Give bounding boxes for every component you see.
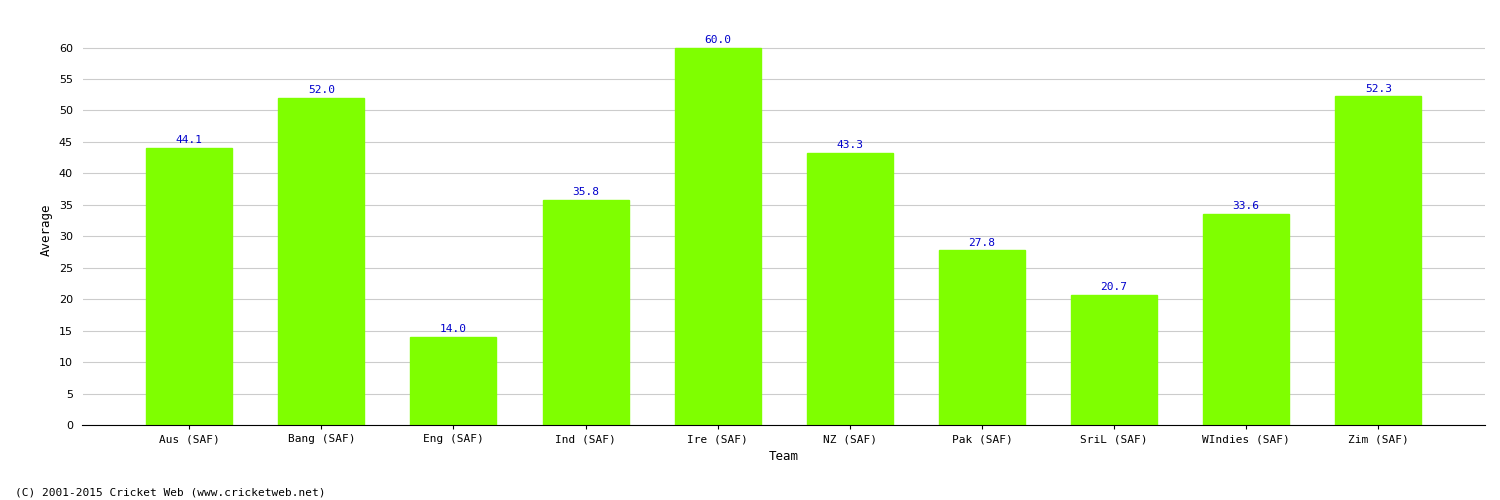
Bar: [543, 200, 628, 425]
Text: 52.0: 52.0: [308, 86, 334, 96]
Bar: [939, 250, 1024, 425]
Text: 52.3: 52.3: [1365, 84, 1392, 94]
Bar: [1203, 214, 1288, 425]
Bar: [807, 152, 892, 425]
Text: 44.1: 44.1: [176, 135, 202, 145]
Bar: [279, 98, 364, 425]
Bar: [411, 337, 497, 425]
Text: 20.7: 20.7: [1101, 282, 1128, 292]
Bar: [1335, 96, 1420, 425]
Y-axis label: Average: Average: [40, 204, 53, 256]
Text: 60.0: 60.0: [704, 35, 730, 45]
Text: 43.3: 43.3: [837, 140, 864, 150]
Text: 14.0: 14.0: [440, 324, 466, 334]
Text: 35.8: 35.8: [572, 188, 598, 198]
Bar: [675, 48, 760, 425]
X-axis label: Team: Team: [768, 450, 798, 462]
Text: 27.8: 27.8: [969, 238, 996, 248]
Bar: [147, 148, 232, 425]
Bar: [1071, 295, 1156, 425]
Text: (C) 2001-2015 Cricket Web (www.cricketweb.net): (C) 2001-2015 Cricket Web (www.cricketwe…: [15, 488, 326, 498]
Text: 33.6: 33.6: [1233, 201, 1260, 211]
